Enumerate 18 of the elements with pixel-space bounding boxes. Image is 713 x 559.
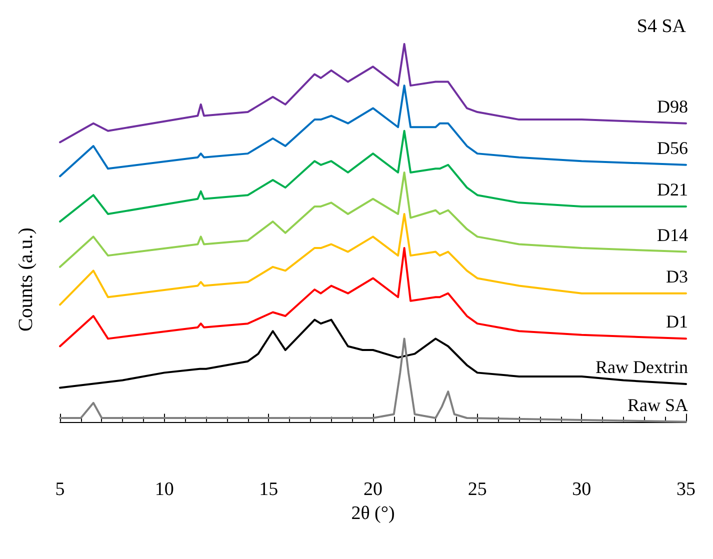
- series-label: D14: [657, 224, 688, 245]
- series-label: D1: [666, 312, 688, 332]
- x-tick-label: 20: [364, 479, 382, 500]
- series-label: D3: [666, 266, 688, 286]
- x-tick-label: 30: [572, 479, 592, 500]
- series-label: D56: [657, 138, 688, 158]
- series-label: D98: [657, 96, 688, 116]
- x-tick-label: 15: [259, 479, 278, 500]
- x-tick-label: 10: [154, 479, 174, 500]
- series-label: D21: [657, 179, 688, 200]
- chart-title: S4 SA: [636, 16, 686, 37]
- y-axis-title: Counts (a.u.): [15, 228, 37, 332]
- series-label: Raw SA: [627, 394, 688, 415]
- x-tick-label: 25: [468, 479, 487, 500]
- x-axis-title: 2θ (°): [351, 503, 395, 524]
- x-tick-label: 5: [55, 479, 65, 500]
- series-label: Raw Dextrin: [596, 357, 688, 378]
- x-tick-label: 35: [676, 479, 696, 500]
